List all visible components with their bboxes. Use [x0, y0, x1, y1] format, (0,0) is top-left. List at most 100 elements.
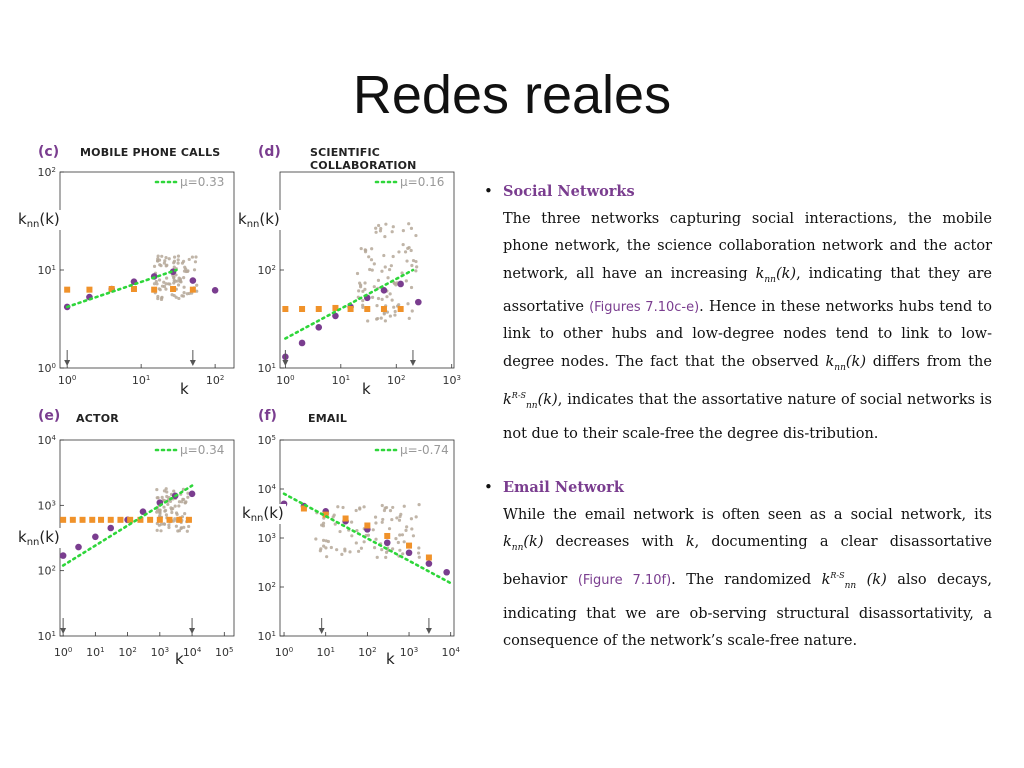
cloud-point	[170, 510, 174, 515]
cloud-point	[162, 522, 167, 526]
cloud-point	[383, 265, 387, 269]
randomized-point	[425, 554, 432, 561]
x-axis-label: k	[386, 650, 395, 668]
cloud-point	[392, 305, 396, 309]
cloud-point	[166, 282, 171, 286]
cloud-point	[373, 515, 378, 519]
cloud-point	[417, 546, 421, 550]
randomized-point	[176, 516, 183, 523]
empirical-point	[415, 298, 422, 306]
x-tick-label: 104	[441, 646, 460, 659]
x-tick-label: 104	[183, 646, 202, 659]
cloud-point	[165, 276, 169, 280]
randomized-point	[185, 516, 192, 523]
fit-line	[282, 492, 453, 585]
cloud-point	[384, 555, 388, 559]
cloud-point	[158, 288, 162, 292]
panel-letter: (c)	[38, 144, 60, 160]
cloud-point	[397, 250, 401, 254]
cloud-point	[156, 496, 160, 500]
randomized-point	[156, 516, 163, 523]
randomized-point	[108, 285, 115, 292]
empirical-point	[383, 539, 391, 547]
cloud-point	[336, 505, 340, 509]
degree-marker-arrowhead	[282, 360, 289, 366]
cloud-point	[175, 512, 179, 517]
section-social-networks: • Social Networks The three networks cap…	[484, 178, 992, 448]
cloud-point	[187, 291, 191, 296]
y-tick-label: 102	[258, 581, 276, 594]
y-tick-label: 102	[38, 565, 56, 578]
cloud-point	[187, 524, 191, 529]
cloud-point	[380, 269, 384, 273]
cloud-point	[171, 519, 176, 523]
cloud-point	[391, 547, 395, 551]
legend-label: μ=-0.74	[400, 443, 449, 457]
x-tick-label: 101	[132, 374, 150, 387]
cloud-point	[177, 296, 181, 301]
cloud-point	[388, 509, 393, 513]
cloud-point	[186, 491, 190, 495]
y-axis-label: knn(k)	[16, 528, 62, 548]
y-tick-label: 101	[258, 362, 276, 375]
slide-title: Redes reales	[352, 65, 672, 125]
cloud-point	[376, 223, 381, 228]
cloud-point	[394, 283, 398, 287]
chart-panel-actor: (e) ACTOR 100 101 102 103 104 105 101 102 103 104…	[10, 404, 246, 674]
cloud-point	[165, 490, 169, 494]
cloud-point	[363, 281, 367, 285]
degree-marker-arrowhead	[425, 628, 432, 634]
cloud-point	[361, 299, 365, 303]
cloud-point	[359, 285, 363, 289]
empirical-point	[397, 280, 404, 288]
cloud-point	[414, 269, 418, 273]
cloud-point	[176, 283, 181, 287]
cloud-point	[357, 289, 361, 293]
cloud-point	[152, 282, 157, 286]
text-column: • Social Networks The three networks cap…	[484, 178, 992, 682]
cloud-point	[164, 264, 168, 268]
cloud-point	[159, 522, 164, 526]
cloud-point	[368, 267, 372, 272]
figure-reference-link[interactable]: (Figure 7.10f)	[577, 573, 672, 589]
cloud-point	[159, 297, 164, 302]
degree-marker-arrowhead	[64, 360, 71, 366]
cloud-point	[182, 285, 186, 289]
empirical-point	[315, 324, 323, 331]
cloud-point	[372, 285, 376, 289]
y-tick-label: 101	[38, 264, 56, 277]
cloud-point	[173, 517, 177, 521]
cloud-point	[370, 268, 374, 272]
randomized-point	[322, 511, 329, 518]
cloud-point	[374, 521, 378, 525]
cloud-point	[414, 515, 418, 519]
y-axis-label: knn(k)	[240, 504, 286, 524]
chart-svg: 100 101 102 100 101 102 μ=0.33	[38, 166, 235, 387]
randomized-point	[64, 286, 71, 293]
cloud-point	[338, 529, 342, 534]
cloud-point	[411, 258, 416, 263]
panel-letter: (d)	[258, 144, 281, 160]
cloud-point	[356, 549, 361, 553]
cloud-point	[366, 533, 371, 537]
cloud-point	[162, 280, 166, 284]
empirical-point	[405, 549, 413, 557]
bullet: •	[484, 478, 493, 496]
cloud-point	[164, 513, 169, 517]
cloud-point	[374, 537, 378, 541]
cloud-point	[190, 255, 194, 259]
y-tick-label: 101	[258, 630, 276, 643]
cloud-point	[391, 505, 395, 510]
randomized-point	[127, 516, 134, 523]
cloud-point	[326, 539, 330, 544]
cloud-point	[195, 283, 199, 287]
cloud-point	[176, 254, 181, 258]
randomized-point	[79, 516, 86, 523]
x-tick-label: 103	[442, 374, 460, 387]
randomized-point	[170, 285, 177, 292]
cloud-point	[398, 533, 402, 537]
figure-reference-link[interactable]: (Figures 7.10c-e)	[589, 299, 700, 315]
cloud-point	[182, 525, 186, 529]
cloud-point	[350, 520, 354, 524]
cloud-point	[335, 548, 339, 552]
